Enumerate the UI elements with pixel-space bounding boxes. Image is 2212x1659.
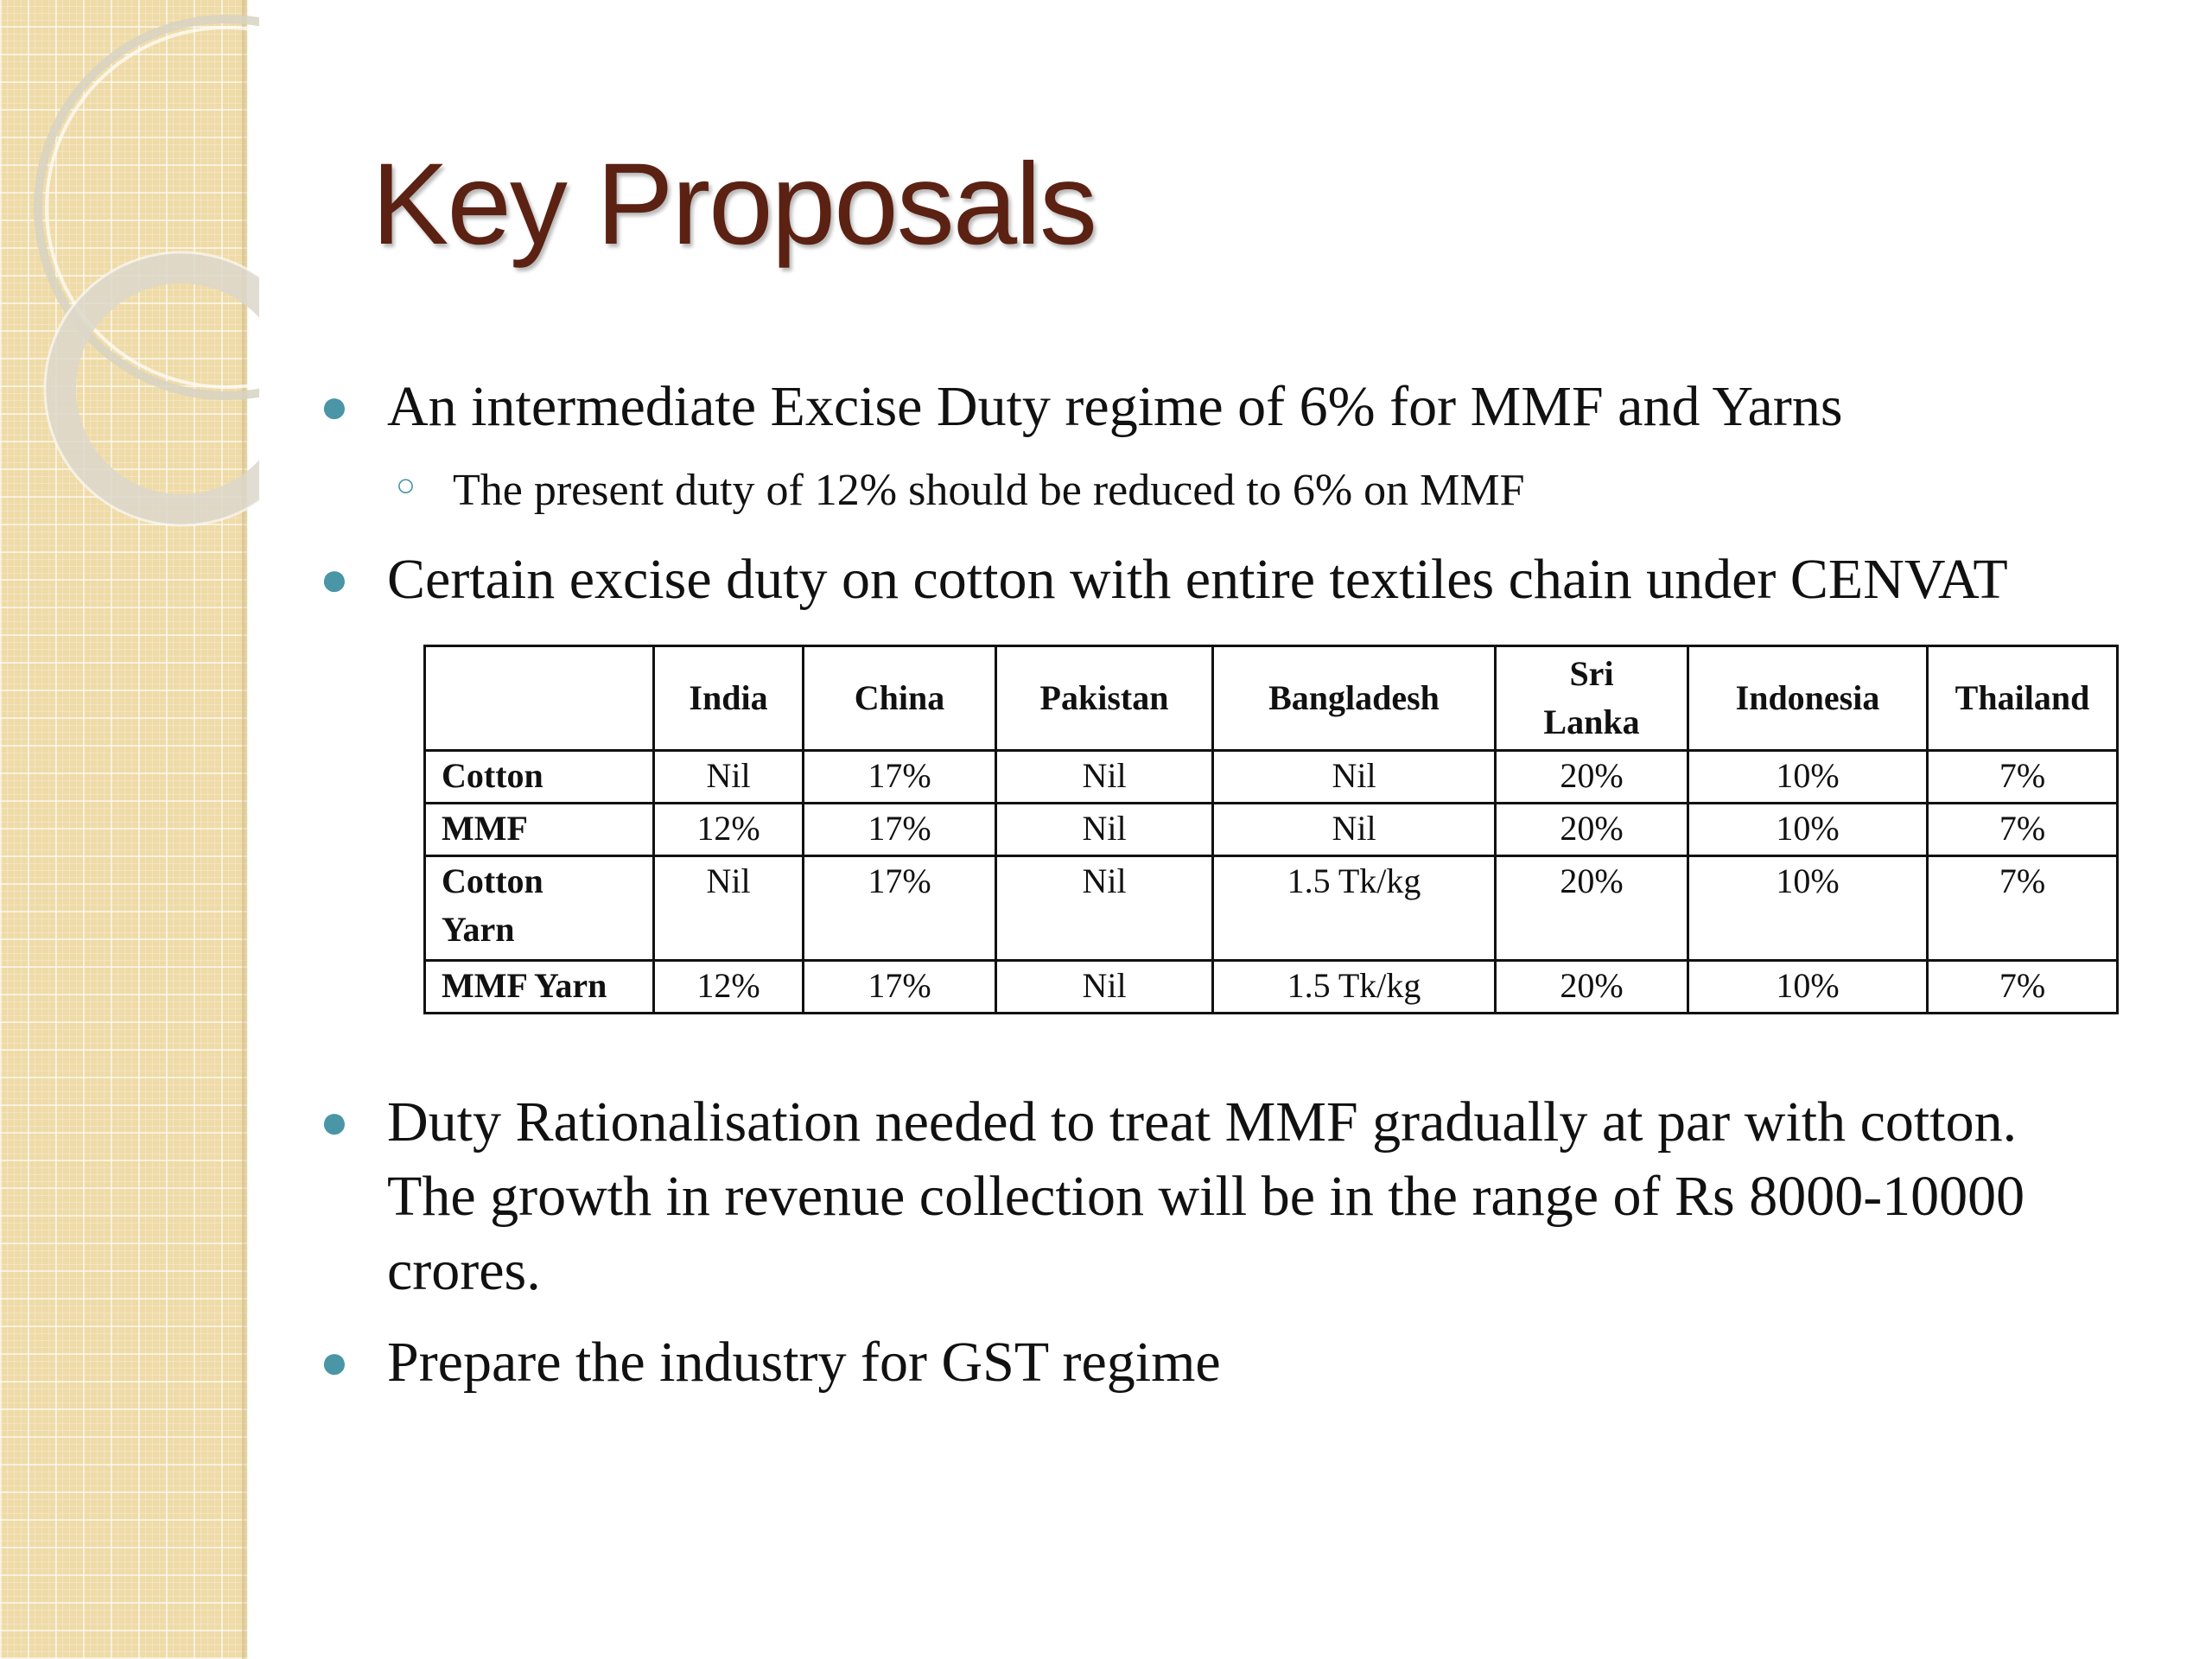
table-cell: Nil bbox=[995, 855, 1214, 962]
table-cell: 7% bbox=[1926, 802, 2119, 857]
bullet-dot-icon: ● bbox=[320, 380, 349, 434]
bullet-duty-rationalisation: ● Duty Rationalisation needed to treat M… bbox=[320, 1085, 2167, 1308]
table-cell: 10% bbox=[1687, 855, 1929, 962]
table-header-sri-lanka: Sri Lanka bbox=[1494, 645, 1689, 752]
table-cell: Nil bbox=[652, 855, 804, 962]
row-label-line: Cotton bbox=[442, 861, 543, 900]
table-cell: 10% bbox=[1687, 749, 1929, 804]
bullet-dot-icon: ● bbox=[320, 1336, 349, 1389]
sidebar-edge bbox=[242, 0, 249, 1659]
table-cell: Nil bbox=[995, 802, 1214, 857]
table-header: Indonesia bbox=[1687, 645, 1929, 752]
table-cell: Nil bbox=[995, 959, 1214, 1014]
table-header-row: India China Pakistan Bangladesh Sri Lank… bbox=[423, 645, 2119, 752]
row-label: MMF bbox=[423, 802, 655, 857]
sub-bullet-text: The present duty of 12% should be reduce… bbox=[453, 466, 1525, 515]
table-cell: 20% bbox=[1494, 959, 1689, 1014]
bullet-text-line: Duty Rationalisation needed to treat MMF… bbox=[387, 1090, 2018, 1154]
table-row: MMF Yarn 12% 17% Nil 1.5 Tk/kg 20% 10% 7… bbox=[423, 959, 2119, 1014]
row-label-line: Yarn bbox=[442, 910, 515, 949]
table-cell: 10% bbox=[1687, 802, 1929, 857]
table-cell: 10% bbox=[1687, 959, 1929, 1014]
table-cell: 7% bbox=[1926, 855, 2119, 962]
bullet-dot-icon: ● bbox=[320, 1096, 349, 1149]
table-cell: 17% bbox=[802, 802, 997, 857]
table-header: Thailand bbox=[1926, 645, 2119, 752]
table-cell: Nil bbox=[1211, 802, 1497, 857]
table-cell: 20% bbox=[1494, 749, 1689, 804]
table-header-empty bbox=[423, 645, 655, 752]
table-row: Cotton Yarn Nil 17% Nil 1.5 Tk/kg 20% 10… bbox=[423, 855, 2119, 962]
sub-bullet-ring-icon: ○ bbox=[396, 467, 416, 504]
row-label: Cotton Yarn bbox=[423, 855, 655, 962]
bullet-text-line: crores. bbox=[387, 1239, 541, 1302]
table-cell: 12% bbox=[652, 802, 804, 857]
table-cell: 1.5 Tk/kg bbox=[1211, 959, 1497, 1014]
table-header: China bbox=[802, 645, 997, 752]
table-header: India bbox=[652, 645, 804, 752]
table-cell: 20% bbox=[1494, 855, 1689, 962]
bullet-dot-icon: ● bbox=[320, 553, 349, 607]
sub-bullet-present-duty: ○ The present duty of 12% should be redu… bbox=[396, 465, 1525, 516]
table-cell: 20% bbox=[1494, 802, 1689, 857]
table-cell: 17% bbox=[802, 749, 997, 804]
duty-comparison-table: India China Pakistan Bangladesh Sri Lank… bbox=[423, 645, 2119, 1014]
table-row: Cotton Nil 17% Nil Nil 20% 10% 7% bbox=[423, 749, 2119, 804]
table-cell: Nil bbox=[1211, 749, 1497, 804]
decorative-rings bbox=[34, 15, 259, 527]
table-cell: 1.5 Tk/kg bbox=[1211, 855, 1497, 962]
slide-title: Key Proposals bbox=[372, 140, 1097, 269]
bullet-text-line: The growth in revenue collection will be… bbox=[387, 1165, 2025, 1228]
table-row: MMF 12% 17% Nil Nil 20% 10% 7% bbox=[423, 802, 2119, 857]
table-cell: Nil bbox=[652, 749, 804, 804]
table-cell: 17% bbox=[802, 959, 997, 1014]
bullet-cenvat: ● Certain excise duty on cotton with ent… bbox=[320, 543, 2167, 617]
table-cell: 7% bbox=[1926, 749, 2119, 804]
table-cell: 7% bbox=[1926, 959, 2119, 1014]
table-header: Bangladesh bbox=[1211, 645, 1497, 752]
bullet-text: An intermediate Excise Duty regime of 6%… bbox=[387, 375, 1843, 438]
header-line: Sri bbox=[1569, 654, 1614, 693]
bullet-excise-regime: ● An intermediate Excise Duty regime of … bbox=[320, 370, 2167, 444]
table-header: Pakistan bbox=[995, 645, 1214, 752]
table-cell: Nil bbox=[995, 749, 1214, 804]
bullet-gst: ● Prepare the industry for GST regime bbox=[320, 1325, 2167, 1400]
bullet-text: Prepare the industry for GST regime bbox=[387, 1331, 1221, 1394]
row-label: Cotton bbox=[423, 749, 655, 804]
table-cell: 17% bbox=[802, 855, 997, 962]
table-cell: 12% bbox=[652, 959, 804, 1014]
row-label: MMF Yarn bbox=[423, 959, 655, 1014]
header-line: Lanka bbox=[1543, 702, 1640, 741]
bullet-text: Certain excise duty on cotton with entir… bbox=[387, 548, 2008, 611]
